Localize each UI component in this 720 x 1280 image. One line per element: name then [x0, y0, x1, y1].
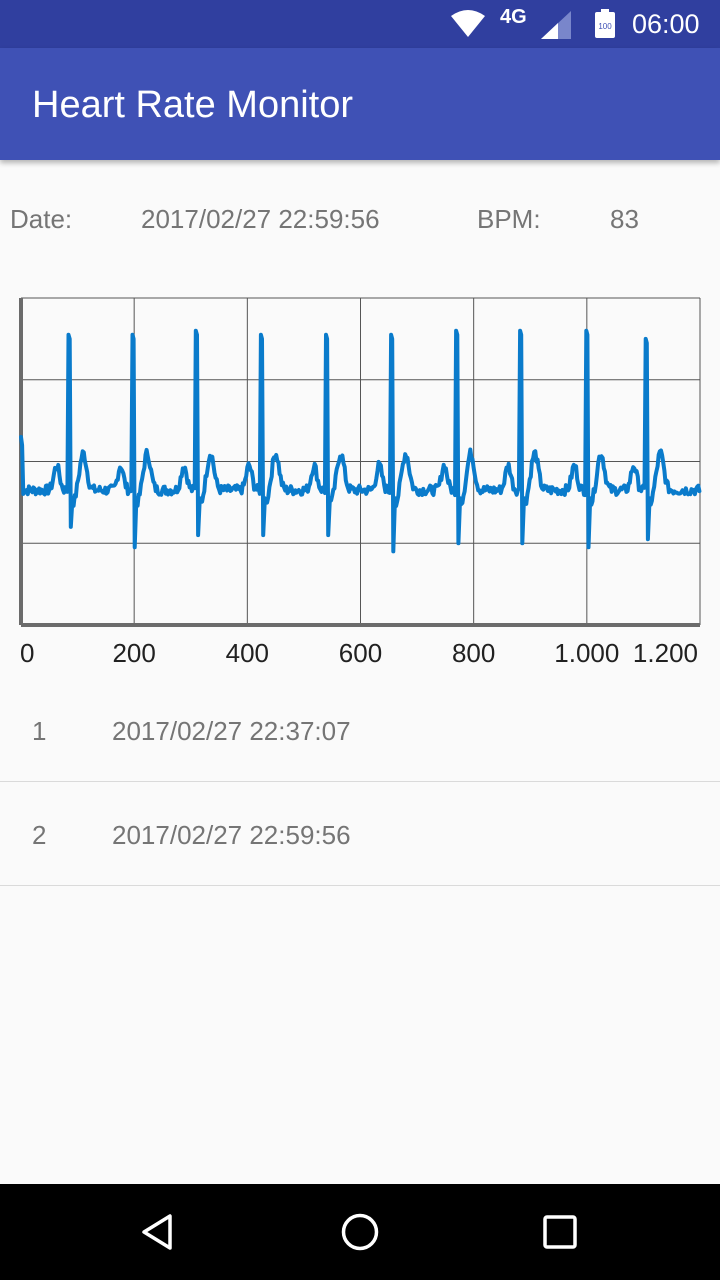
recordings-list: 1 2017/02/27 22:37:07 2 2017/02/27 22:59…	[0, 678, 720, 886]
wifi-icon	[451, 10, 485, 37]
list-item-index: 1	[32, 716, 47, 746]
bpm-value: 83	[610, 204, 639, 234]
recents-icon	[543, 1215, 577, 1249]
battery-icon: 100	[595, 9, 615, 38]
app-bar: Heart Rate Monitor	[0, 48, 720, 160]
x-tick-labels: 0 200 400 600 800 1.000 1.200	[20, 638, 698, 668]
home-icon	[341, 1213, 379, 1251]
x-tick-label: 1.000	[554, 638, 619, 668]
network-type-label: 4G	[500, 6, 527, 28]
battery-level: 100	[598, 22, 612, 31]
date-label: Date:	[10, 204, 73, 234]
x-tick-label: 600	[339, 638, 382, 668]
x-tick-label: 0	[20, 638, 34, 668]
list-item[interactable]: 2 2017/02/27 22:59:56	[0, 782, 720, 886]
back-icon	[142, 1214, 172, 1250]
list-item[interactable]: 1 2017/02/27 22:37:07	[0, 678, 720, 782]
bpm-label: BPM:	[477, 204, 541, 234]
ecg-chart: 0 200 400 600 800 1.000 1.200	[19, 297, 702, 668]
x-tick-label: 200	[112, 638, 155, 668]
back-button[interactable]	[100, 1184, 220, 1280]
x-tick-label: 400	[226, 638, 269, 668]
recents-button[interactable]	[500, 1184, 620, 1280]
clock: 06:00	[632, 9, 700, 39]
list-item-timestamp: 2017/02/27 22:37:07	[112, 716, 351, 746]
home-button[interactable]	[300, 1184, 420, 1280]
ecg-series-line	[19, 328, 702, 554]
list-item-index: 2	[32, 820, 47, 850]
x-tick-label: 1.200	[633, 638, 698, 668]
date-value: 2017/02/27 22:59:56	[141, 204, 380, 234]
app-title: Heart Rate Monitor	[32, 84, 354, 126]
x-tick-label: 800	[452, 638, 495, 668]
signal-icon	[541, 11, 571, 39]
status-bar: 4G 100 06:00	[0, 0, 720, 48]
list-item-timestamp: 2017/02/27 22:59:56	[112, 820, 351, 850]
navigation-bar	[0, 1184, 720, 1280]
